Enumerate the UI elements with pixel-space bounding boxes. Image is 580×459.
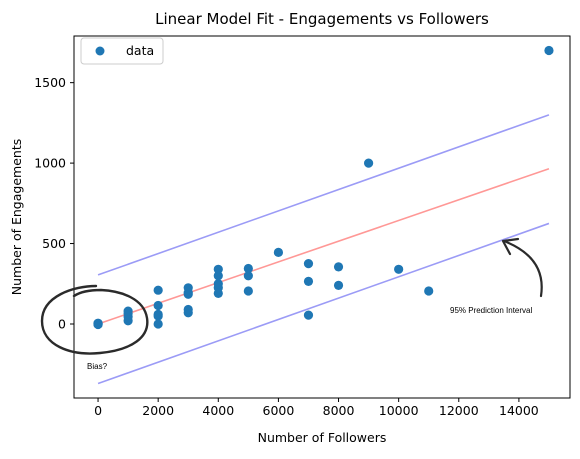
x-tick-label: 0 [94,403,102,418]
data-point [273,247,284,257]
y-tick-label: 500 [42,236,66,251]
plot-frame [73,35,571,399]
x-axis-ticks: 0 2000 4000 6000 8000 10000 12000 14000 [94,398,539,418]
y-axis-label: Number of Engagements [9,139,24,295]
data-point [153,309,163,319]
data-point [333,280,344,290]
x-axis-label: Number of Followers [258,430,387,445]
x-tick-label: 12000 [439,403,479,418]
data-point [183,304,193,315]
legend-box [80,37,164,65]
data-point [303,310,314,320]
chart-title: Linear Model Fit - Engagements vs Follow… [155,10,489,28]
data-point [303,259,314,269]
y-axis-ticks: 0 500 1000 1500 [34,75,74,331]
bias-label: Bias? [87,362,108,371]
x-tick-label: 14000 [499,403,539,418]
bias-circle-sketch [40,284,149,355]
data-point [213,264,223,274]
annotation-arrowhead [501,237,520,256]
x-tick-label: 10000 [379,403,419,418]
data-point [544,45,554,56]
legend-label: data [126,43,154,58]
lower-interval-line [97,222,550,385]
data-point [213,279,223,289]
data-point [213,271,223,281]
data-points [93,45,554,330]
data-point [153,285,163,295]
y-tick-label: 1000 [34,156,66,171]
data-point [394,264,404,274]
data-point [363,158,374,168]
fit-line [97,167,550,325]
data-point [153,300,163,311]
x-tick-label: 6000 [263,403,295,418]
data-point [123,306,133,316]
data-point [303,276,314,286]
data-point [93,319,103,329]
y-tick-label: 1500 [34,75,66,90]
x-tick-label: 8000 [323,403,355,418]
data-point [333,262,344,272]
data-point [243,286,253,296]
x-tick-label: 2000 [142,403,174,418]
data-point [243,263,253,274]
data-point [153,319,163,329]
legend: data [80,37,164,65]
bias-annotation: Bias? [40,284,149,371]
prediction-interval-label: 95% Prediction Interval [450,306,532,315]
legend-marker [95,46,105,56]
data-point [243,271,253,281]
y-tick-label: 0 [58,316,66,331]
annotation-arrow-shaft [502,239,543,298]
x-tick-label: 4000 [202,403,234,418]
data-point [424,286,434,296]
data-point [183,283,193,293]
prediction-interval-annotation: 95% Prediction Interval [450,237,543,315]
fit-lines [97,114,550,385]
upper-interval-line [97,114,550,276]
